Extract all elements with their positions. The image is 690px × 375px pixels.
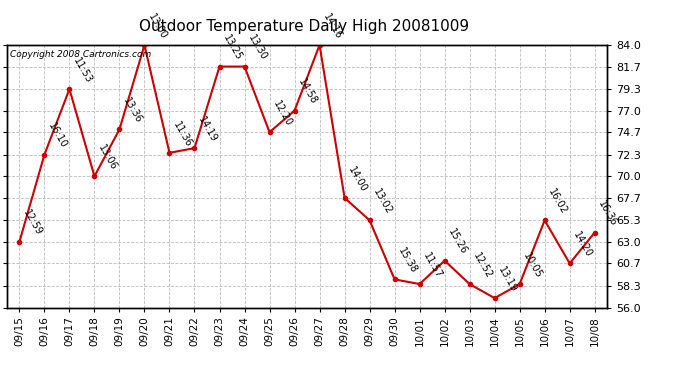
Text: 13:19: 13:19 bbox=[496, 265, 519, 294]
Text: 16:36: 16:36 bbox=[596, 199, 619, 228]
Text: 11:57: 11:57 bbox=[421, 251, 444, 280]
Text: 12:59: 12:59 bbox=[21, 209, 43, 238]
Text: 16:10: 16:10 bbox=[46, 122, 68, 150]
Text: 12:52: 12:52 bbox=[471, 251, 494, 280]
Text: 14:00: 14:00 bbox=[346, 165, 368, 194]
Text: 14:20: 14:20 bbox=[571, 230, 593, 259]
Text: 13:30: 13:30 bbox=[246, 33, 268, 62]
Text: 13:25: 13:25 bbox=[221, 33, 244, 62]
Text: 13:06: 13:06 bbox=[96, 143, 119, 172]
Text: Outdoor Temperature Daily High 20081009: Outdoor Temperature Daily High 20081009 bbox=[139, 19, 469, 34]
Text: Copyright 2008 Cartronics.com: Copyright 2008 Cartronics.com bbox=[10, 50, 151, 59]
Text: 14:58: 14:58 bbox=[296, 77, 319, 106]
Text: 15:26: 15:26 bbox=[446, 227, 469, 256]
Text: 13:00: 13:00 bbox=[146, 12, 168, 41]
Text: 11:36: 11:36 bbox=[171, 120, 193, 148]
Text: 10:05: 10:05 bbox=[521, 251, 544, 280]
Text: 13:36: 13:36 bbox=[121, 96, 144, 125]
Text: 13:02: 13:02 bbox=[371, 187, 393, 216]
Text: 14:16: 14:16 bbox=[321, 12, 344, 41]
Text: 11:53: 11:53 bbox=[71, 56, 93, 85]
Text: 15:38: 15:38 bbox=[396, 246, 419, 275]
Text: 12:20: 12:20 bbox=[271, 99, 293, 128]
Text: 14:19: 14:19 bbox=[196, 115, 219, 144]
Text: 16:02: 16:02 bbox=[546, 187, 569, 216]
